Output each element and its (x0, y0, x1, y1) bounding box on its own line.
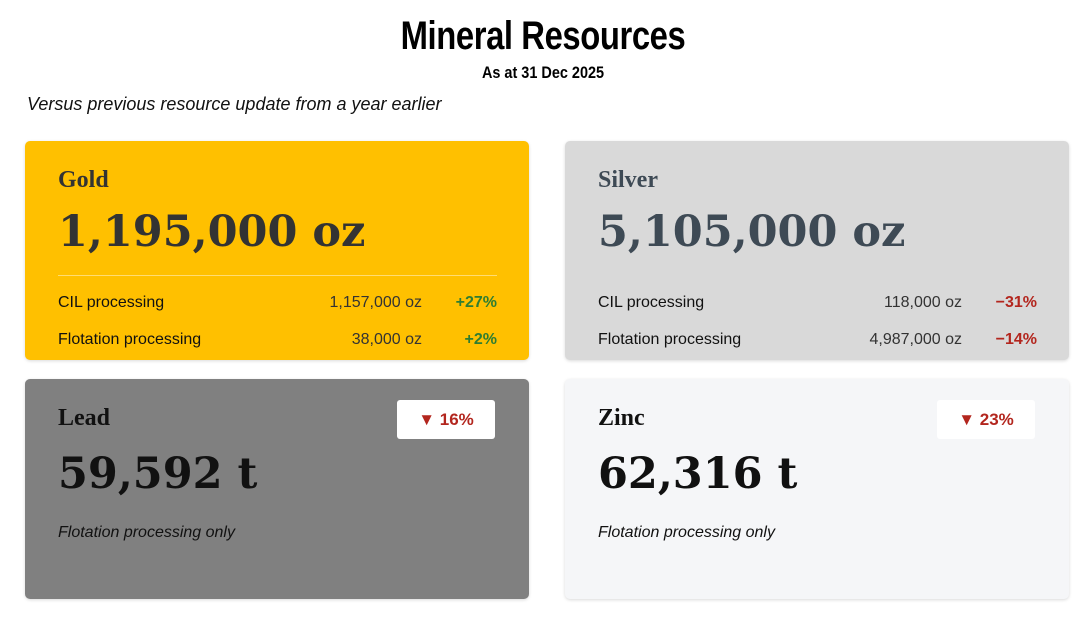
row-value: 38,000 oz (351, 331, 422, 348)
row-value: 118,000 oz (884, 294, 962, 311)
card-name: Gold (58, 167, 109, 193)
card-total: 62,316 t (598, 449, 798, 499)
subtitle: As at 31 Dec 2025 (481, 63, 605, 82)
row-change: +27% (455, 294, 497, 311)
row-label: CIL processing (598, 294, 705, 311)
footnote: Flotation processing only (58, 524, 235, 541)
card-name: Lead (58, 405, 111, 431)
silver-card: Silver 5,105,000 oz CIL processing 118,0… (565, 141, 1069, 360)
card-total: 1,195,000 oz (58, 207, 366, 257)
row-label: CIL processing (58, 294, 165, 311)
note: Versus previous resource update from a y… (27, 94, 442, 114)
row-label: Flotation processing (598, 331, 742, 348)
title: Mineral Resources (400, 14, 686, 58)
card-name: Zinc (598, 405, 645, 431)
row-label: Flotation processing (58, 331, 202, 348)
card-total: 5,105,000 oz (598, 207, 906, 257)
lead-card: Lead ▼ 16% 59,592 t Flotation processing… (25, 379, 529, 599)
card-total: 59,592 t (58, 449, 258, 499)
divider (58, 275, 497, 276)
row-change: −14% (995, 331, 1037, 348)
change-badge: ▼ 23% (937, 400, 1035, 439)
change-badge: ▼ 16% (397, 400, 495, 439)
row-change: +2% (464, 331, 497, 348)
row-value: 1,157,000 oz (329, 294, 422, 311)
footnote: Flotation processing only (598, 524, 775, 541)
gold-card: Gold 1,195,000 oz CIL processing 1,157,0… (25, 141, 529, 360)
zinc-card: Zinc ▼ 23% 62,316 t Flotation processing… (565, 379, 1069, 599)
row-value: 4,987,000 oz (869, 331, 962, 348)
card-name: Silver (598, 167, 658, 193)
row-change: −31% (995, 294, 1037, 311)
